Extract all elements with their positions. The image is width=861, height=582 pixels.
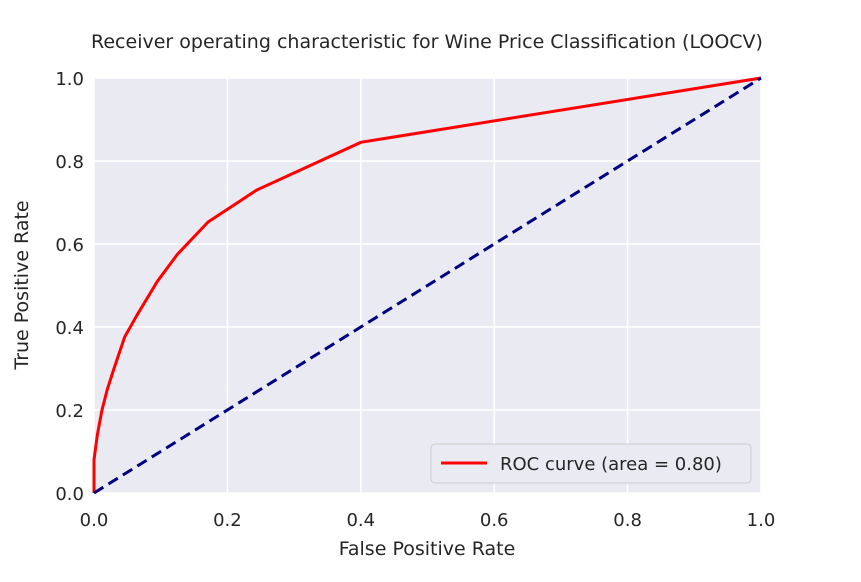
chance-diagonal-line [93, 76, 762, 495]
y-tick-label: 0.8 [55, 152, 84, 173]
legend-label-roc: ROC curve (area = 0.80) [500, 454, 722, 475]
x-tick-label: 0.4 [346, 510, 375, 531]
y-axis-label: True Positive Rate [11, 200, 33, 370]
y-tick-label: 0.6 [55, 235, 84, 256]
x-tick-label: 0.6 [480, 510, 509, 531]
x-tick-label: 0.2 [213, 510, 242, 531]
x-tick-label: 1.0 [747, 510, 776, 531]
x-tick-label: 0.8 [613, 510, 642, 531]
y-tick-label: 0.4 [55, 318, 84, 339]
roc-curve-line [92, 76, 762, 493]
legend: ROC curve (area = 0.80) [430, 443, 752, 484]
y-tick-label: 0.2 [55, 401, 84, 422]
x-axis-label: False Positive Rate [339, 538, 516, 560]
y-tick-label: 1.0 [55, 69, 84, 90]
x-tick-label: 0.0 [80, 510, 109, 531]
y-tick-label: 0.0 [55, 484, 84, 505]
chart-title: Receiver operating characteristic for Wi… [91, 31, 763, 53]
